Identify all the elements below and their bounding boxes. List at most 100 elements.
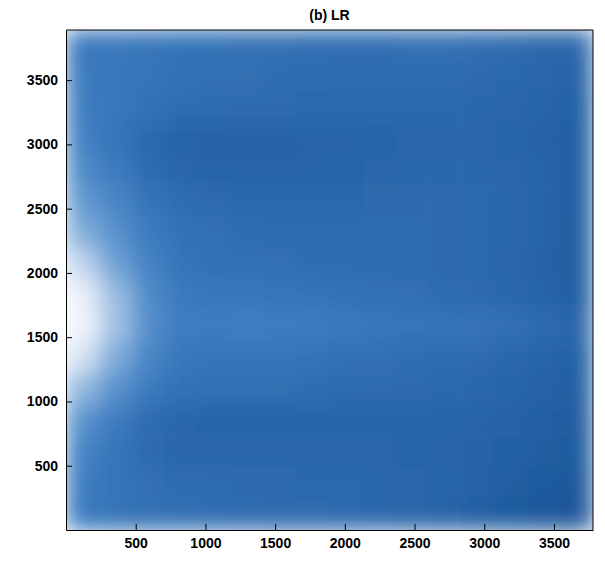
tick-mark xyxy=(275,524,276,530)
heatmap-cell xyxy=(264,436,297,468)
heatmap-cell xyxy=(362,374,395,406)
heatmap-cell xyxy=(198,186,231,218)
heatmap-cell xyxy=(132,374,165,406)
heatmap-cell xyxy=(231,249,264,281)
heatmap-cell xyxy=(99,468,132,500)
tick: 2500 xyxy=(27,201,72,217)
heatmap-cell xyxy=(560,93,593,125)
heatmap-cell xyxy=(362,311,395,343)
heatmap-cell xyxy=(165,280,198,312)
tick: 2500 xyxy=(399,524,430,551)
heatmap-cell xyxy=(560,311,593,343)
heatmap-cell xyxy=(461,343,494,375)
heatmap-cell xyxy=(231,280,264,312)
heatmap-cell xyxy=(264,374,297,406)
heatmap xyxy=(66,30,593,530)
heatmap-cell xyxy=(560,374,593,406)
heatmap-cell xyxy=(231,374,264,406)
heatmap-cell xyxy=(494,343,527,375)
heatmap-cell xyxy=(264,343,297,375)
heatmap-cell xyxy=(165,311,198,343)
heatmap-cell xyxy=(330,311,363,343)
x-axis: 500100015002000250030003500 xyxy=(67,524,594,551)
heatmap-cell xyxy=(66,311,99,343)
tick: 1000 xyxy=(27,393,72,409)
tick-mark xyxy=(66,337,72,338)
heatmap-cell xyxy=(428,61,461,93)
heatmap-cell xyxy=(428,186,461,218)
frame xyxy=(593,30,594,530)
heatmap-cell xyxy=(527,249,560,281)
heatmap-cell xyxy=(231,61,264,93)
heatmap-cell xyxy=(461,374,494,406)
heatmap-cell xyxy=(297,61,330,93)
heatmap-cell xyxy=(132,186,165,218)
heatmap-cell xyxy=(231,343,264,375)
heatmap-cell xyxy=(132,61,165,93)
heatmap-cell xyxy=(461,499,494,530)
heatmap-cell xyxy=(330,155,363,187)
tick: 500 xyxy=(125,524,149,551)
heatmap-cell xyxy=(297,405,330,437)
heatmap-cell xyxy=(99,280,132,312)
heatmap-cell xyxy=(362,343,395,375)
heatmap-cell xyxy=(99,155,132,187)
heatmap-cell xyxy=(165,249,198,281)
heatmap-cell xyxy=(66,218,99,250)
heatmap-cell xyxy=(198,311,231,343)
heatmap-cell xyxy=(428,124,461,156)
heatmap-cell xyxy=(527,30,560,62)
heatmap-cell xyxy=(264,93,297,125)
heatmap-cell xyxy=(165,468,198,500)
heatmap-cell xyxy=(362,468,395,500)
heatmap-cell xyxy=(264,311,297,343)
heatmap-cell xyxy=(297,30,330,62)
heatmap-cell xyxy=(165,405,198,437)
heatmap-cell xyxy=(198,93,231,125)
heatmap-cell xyxy=(494,374,527,406)
heatmap-cell xyxy=(198,61,231,93)
tick-label: 1500 xyxy=(260,535,291,551)
heatmap-cell xyxy=(66,468,99,500)
heatmap-cell xyxy=(99,374,132,406)
heatmap-cell xyxy=(297,218,330,250)
tick: 3500 xyxy=(539,524,570,551)
heatmap-cell xyxy=(99,61,132,93)
heatmap-cell xyxy=(494,30,527,62)
title: (b) LR xyxy=(309,7,349,23)
axis-line xyxy=(67,530,594,531)
heatmap-cell xyxy=(395,218,428,250)
heatmap-cell xyxy=(66,343,99,375)
heatmap-cell xyxy=(494,436,527,468)
heatmap-cell xyxy=(99,405,132,437)
heatmap-cell xyxy=(297,311,330,343)
heatmap-cell xyxy=(395,436,428,468)
heatmap-cell xyxy=(297,468,330,500)
tick-label: 3500 xyxy=(27,72,58,88)
heatmap-cell xyxy=(362,436,395,468)
tick-mark xyxy=(66,401,72,402)
heatmap-cell xyxy=(527,186,560,218)
tick: 3500 xyxy=(27,72,72,88)
heatmap-cell xyxy=(395,249,428,281)
heatmap-cell xyxy=(330,124,363,156)
heatmap-cell xyxy=(198,499,231,530)
heatmap-cell xyxy=(165,499,198,530)
heatmap-cell xyxy=(231,499,264,530)
heatmap-cell xyxy=(527,155,560,187)
tick: 3000 xyxy=(469,524,500,551)
heatmap-cell xyxy=(66,93,99,125)
heatmap-cell xyxy=(330,468,363,500)
heatmap-cell xyxy=(264,30,297,62)
heatmap-cell xyxy=(66,436,99,468)
tick-mark xyxy=(415,524,416,530)
heatmap-cell xyxy=(264,499,297,530)
heatmap-cell xyxy=(132,468,165,500)
heatmap-cell xyxy=(132,405,165,437)
heatmap-cell xyxy=(66,155,99,187)
heatmap-cell xyxy=(428,280,461,312)
heatmap-cell xyxy=(231,124,264,156)
heatmap-cell xyxy=(264,61,297,93)
heatmap-cell xyxy=(362,249,395,281)
heatmap-cell xyxy=(461,155,494,187)
